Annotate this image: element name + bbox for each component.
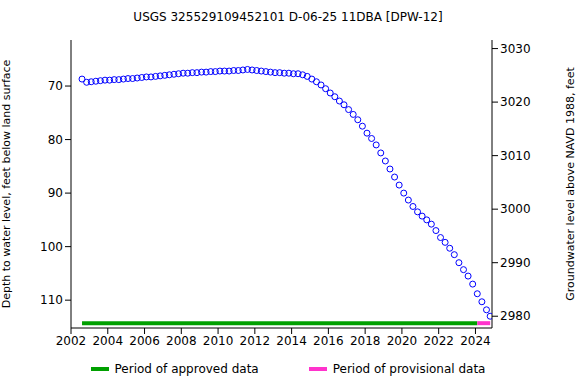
svg-text:2024: 2024 — [460, 334, 491, 348]
svg-text:2980: 2980 — [500, 309, 531, 323]
svg-text:3020: 3020 — [500, 95, 531, 109]
svg-text:2014: 2014 — [276, 334, 307, 348]
svg-text:2004: 2004 — [92, 334, 123, 348]
svg-text:80: 80 — [48, 133, 63, 147]
svg-text:2016: 2016 — [313, 334, 344, 348]
svg-text:2008: 2008 — [166, 334, 197, 348]
svg-text:110: 110 — [40, 293, 63, 307]
html-text:Period of approved data: Period of approved data — [114, 362, 259, 376]
html-text:USGS 325529109452101 D-06-25 1: USGS 325529109452101 D-06-25 11DBA [DPW-… — [133, 10, 443, 24]
svg-text:2990: 2990 — [500, 256, 531, 270]
svg-text:90: 90 — [48, 186, 63, 200]
html-text:Period of provisional data: Period of provisional data — [332, 362, 486, 376]
svg-text:2020: 2020 — [387, 334, 418, 348]
svg-text:3010: 3010 — [500, 149, 531, 163]
svg-text:100: 100 — [40, 240, 63, 254]
svg-text:2012: 2012 — [240, 334, 271, 348]
svg-text:2010: 2010 — [203, 334, 234, 348]
svg-text:2002: 2002 — [56, 334, 87, 348]
svg-text:2006: 2006 — [129, 334, 160, 348]
svg-text:Depth to water level, feet bel: Depth to water level, feet below land su… — [8, 59, 13, 308]
svg-text:Groundwater level above NAVD 1: Groundwater level above NAVD 1988, feet — [564, 67, 568, 301]
svg-text:3000: 3000 — [500, 202, 531, 216]
svg-text:70: 70 — [48, 79, 63, 93]
svg-text:2018: 2018 — [350, 334, 381, 348]
svg-text:2022: 2022 — [423, 334, 454, 348]
svg-text:3030: 3030 — [500, 42, 531, 56]
